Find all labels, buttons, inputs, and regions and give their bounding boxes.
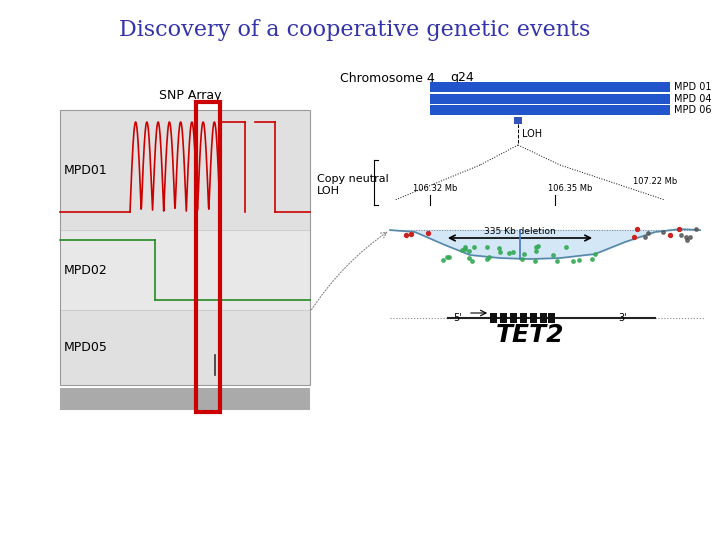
Text: 3': 3' (618, 313, 626, 323)
Point (690, 225, 702, 234)
Point (560, 243, 572, 252)
Text: MPD02: MPD02 (64, 264, 108, 276)
Text: Chromosome 4: Chromosome 4 (340, 71, 435, 84)
Point (518, 249, 530, 258)
Point (529, 257, 541, 266)
Point (674, 225, 685, 233)
Text: TET2: TET2 (496, 323, 564, 347)
Bar (540, 313, 547, 323)
Point (665, 231, 676, 239)
Point (642, 228, 653, 237)
Point (567, 257, 579, 266)
Point (547, 251, 559, 259)
Point (468, 243, 480, 252)
Bar (60, 388, 310, 410)
Text: 106.32 Mb: 106.32 Mb (413, 184, 457, 193)
Bar (60, 230, 310, 310)
Bar (60, 310, 310, 385)
Point (552, 256, 563, 265)
Text: SNP Array: SNP Array (158, 89, 221, 102)
Text: LOH: LOH (522, 129, 542, 139)
Point (466, 256, 477, 265)
Point (573, 256, 585, 265)
Point (464, 254, 475, 262)
Text: 107.22 Mb: 107.22 Mb (633, 177, 677, 186)
Point (464, 247, 475, 256)
Text: 5': 5' (453, 313, 462, 323)
Point (590, 250, 601, 259)
Text: MPD 06: MPD 06 (674, 105, 711, 115)
Point (530, 242, 541, 251)
Text: MPD 04: MPD 04 (674, 94, 711, 104)
Point (503, 249, 515, 258)
Bar (490, 313, 497, 323)
Point (657, 227, 669, 236)
Point (685, 233, 696, 241)
Point (675, 231, 686, 239)
Point (493, 244, 505, 252)
Point (438, 256, 449, 265)
Point (628, 233, 639, 241)
Point (639, 232, 651, 241)
Bar (548, 313, 555, 323)
Bar (60, 110, 310, 385)
Point (586, 255, 598, 264)
Text: 335 Kb deletion: 335 Kb deletion (484, 227, 556, 236)
Bar (196, 102, 220, 412)
Text: q24: q24 (450, 71, 474, 84)
Bar (514, 117, 522, 124)
Point (459, 245, 471, 253)
Text: MPD01: MPD01 (64, 164, 108, 177)
Bar (530, 313, 537, 323)
Text: 106.35 Mb: 106.35 Mb (548, 184, 592, 193)
Bar (60, 110, 310, 230)
Point (481, 255, 492, 264)
Text: MPD05: MPD05 (64, 341, 108, 354)
Point (494, 248, 505, 256)
Point (532, 242, 544, 251)
Point (507, 248, 518, 256)
Point (444, 253, 455, 261)
Text: MPD 01: MPD 01 (674, 82, 711, 92)
Bar (430, 82, 670, 92)
Point (441, 253, 453, 261)
Text: Discovery of a cooperative genetic events: Discovery of a cooperative genetic event… (120, 19, 590, 41)
Point (400, 231, 412, 239)
Bar (510, 313, 517, 323)
Point (456, 245, 468, 254)
Point (531, 247, 542, 255)
Bar (430, 94, 670, 104)
Bar (500, 313, 507, 323)
Point (481, 242, 492, 251)
Point (516, 254, 528, 263)
Point (680, 232, 692, 241)
Point (459, 242, 471, 251)
Point (405, 230, 416, 239)
Bar (430, 105, 670, 115)
Bar (520, 313, 527, 323)
Text: Copy neutral
LOH: Copy neutral LOH (317, 174, 389, 196)
Point (682, 236, 693, 245)
Point (483, 253, 495, 261)
Point (423, 228, 434, 237)
Point (631, 225, 643, 234)
